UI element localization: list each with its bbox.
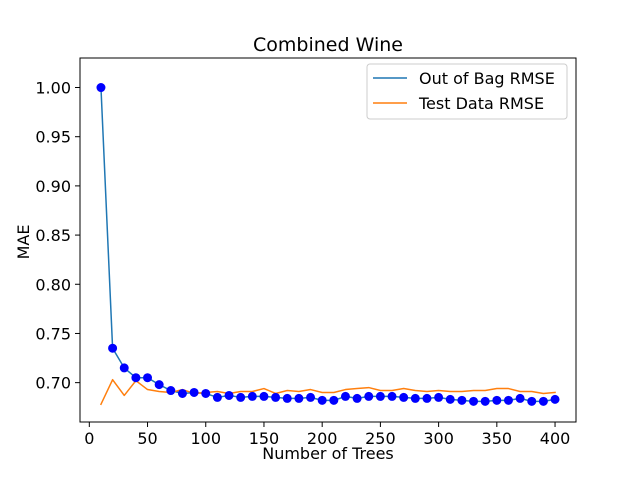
data-point (177, 388, 187, 398)
legend-label-0: Out of Bag RMSE (419, 69, 555, 88)
series-line-1 (99, 378, 556, 406)
data-point (306, 392, 316, 402)
data-point (236, 392, 246, 402)
plot-frame (79, 57, 577, 423)
y-tick-label: 0.80 (35, 275, 71, 294)
data-point (271, 392, 281, 402)
y-tick-label: 0.70 (35, 374, 71, 393)
data-point (410, 393, 420, 403)
data-point (329, 395, 339, 405)
data-point (143, 373, 153, 383)
data-point (469, 396, 479, 406)
data-point (259, 391, 269, 401)
data-point (445, 394, 455, 404)
data-point (119, 363, 129, 373)
y-tick-label: 0.90 (35, 177, 71, 196)
data-point (201, 388, 211, 398)
legend-label-1: Test Data RMSE (418, 94, 544, 113)
data-point (96, 83, 106, 93)
data-point (457, 395, 467, 405)
data-point (154, 380, 164, 390)
x-tick-label: 400 (540, 429, 571, 448)
data-point (166, 386, 176, 396)
data-point (317, 395, 327, 405)
series-layer (96, 83, 560, 406)
x-tick-label: 200 (307, 429, 338, 448)
x-tick-label: 150 (249, 429, 280, 448)
legend-box (366, 63, 568, 120)
data-point (294, 393, 304, 403)
x-tick-label: 100 (190, 429, 221, 448)
y-tick-label: 0.85 (35, 226, 71, 245)
data-point (527, 396, 537, 406)
data-point (364, 391, 374, 401)
data-point (375, 391, 385, 401)
y-tick-label: 0.95 (35, 128, 71, 147)
data-point (387, 391, 397, 401)
x-tick-label: 250 (365, 429, 396, 448)
data-point (399, 392, 409, 402)
data-point (503, 395, 513, 405)
data-point (422, 393, 432, 403)
data-point (247, 391, 257, 401)
data-point (340, 391, 350, 401)
data-point (131, 373, 141, 383)
data-point (189, 387, 199, 397)
axes-layer: 0 50 100 150 200 250 300 350 400 0.70 0.75 0.80 0.85… (35, 57, 577, 448)
data-point (434, 392, 444, 402)
legend: Out of Bag RMSE Test Data RMSE (366, 63, 568, 120)
y-axis-title: MAE (14, 225, 33, 260)
y-tick-label: 0.75 (35, 324, 71, 343)
data-point (212, 392, 222, 402)
data-point (352, 393, 362, 403)
data-point (550, 394, 560, 404)
x-axis-title: Number of Trees (262, 444, 394, 463)
x-tick-label: 300 (423, 429, 454, 448)
data-point (224, 390, 234, 400)
data-point (538, 396, 548, 406)
chart-title: Combined Wine (253, 34, 403, 56)
series-line-0 (100, 86, 556, 403)
x-tick-label: 50 (137, 429, 157, 448)
y-tick-label: 1.00 (35, 79, 71, 98)
data-point (282, 393, 292, 403)
x-tick-label: 0 (84, 429, 94, 448)
data-point (515, 393, 525, 403)
x-tick-label: 350 (482, 429, 513, 448)
data-point (480, 396, 490, 406)
data-point (108, 343, 118, 353)
data-point (492, 395, 502, 405)
